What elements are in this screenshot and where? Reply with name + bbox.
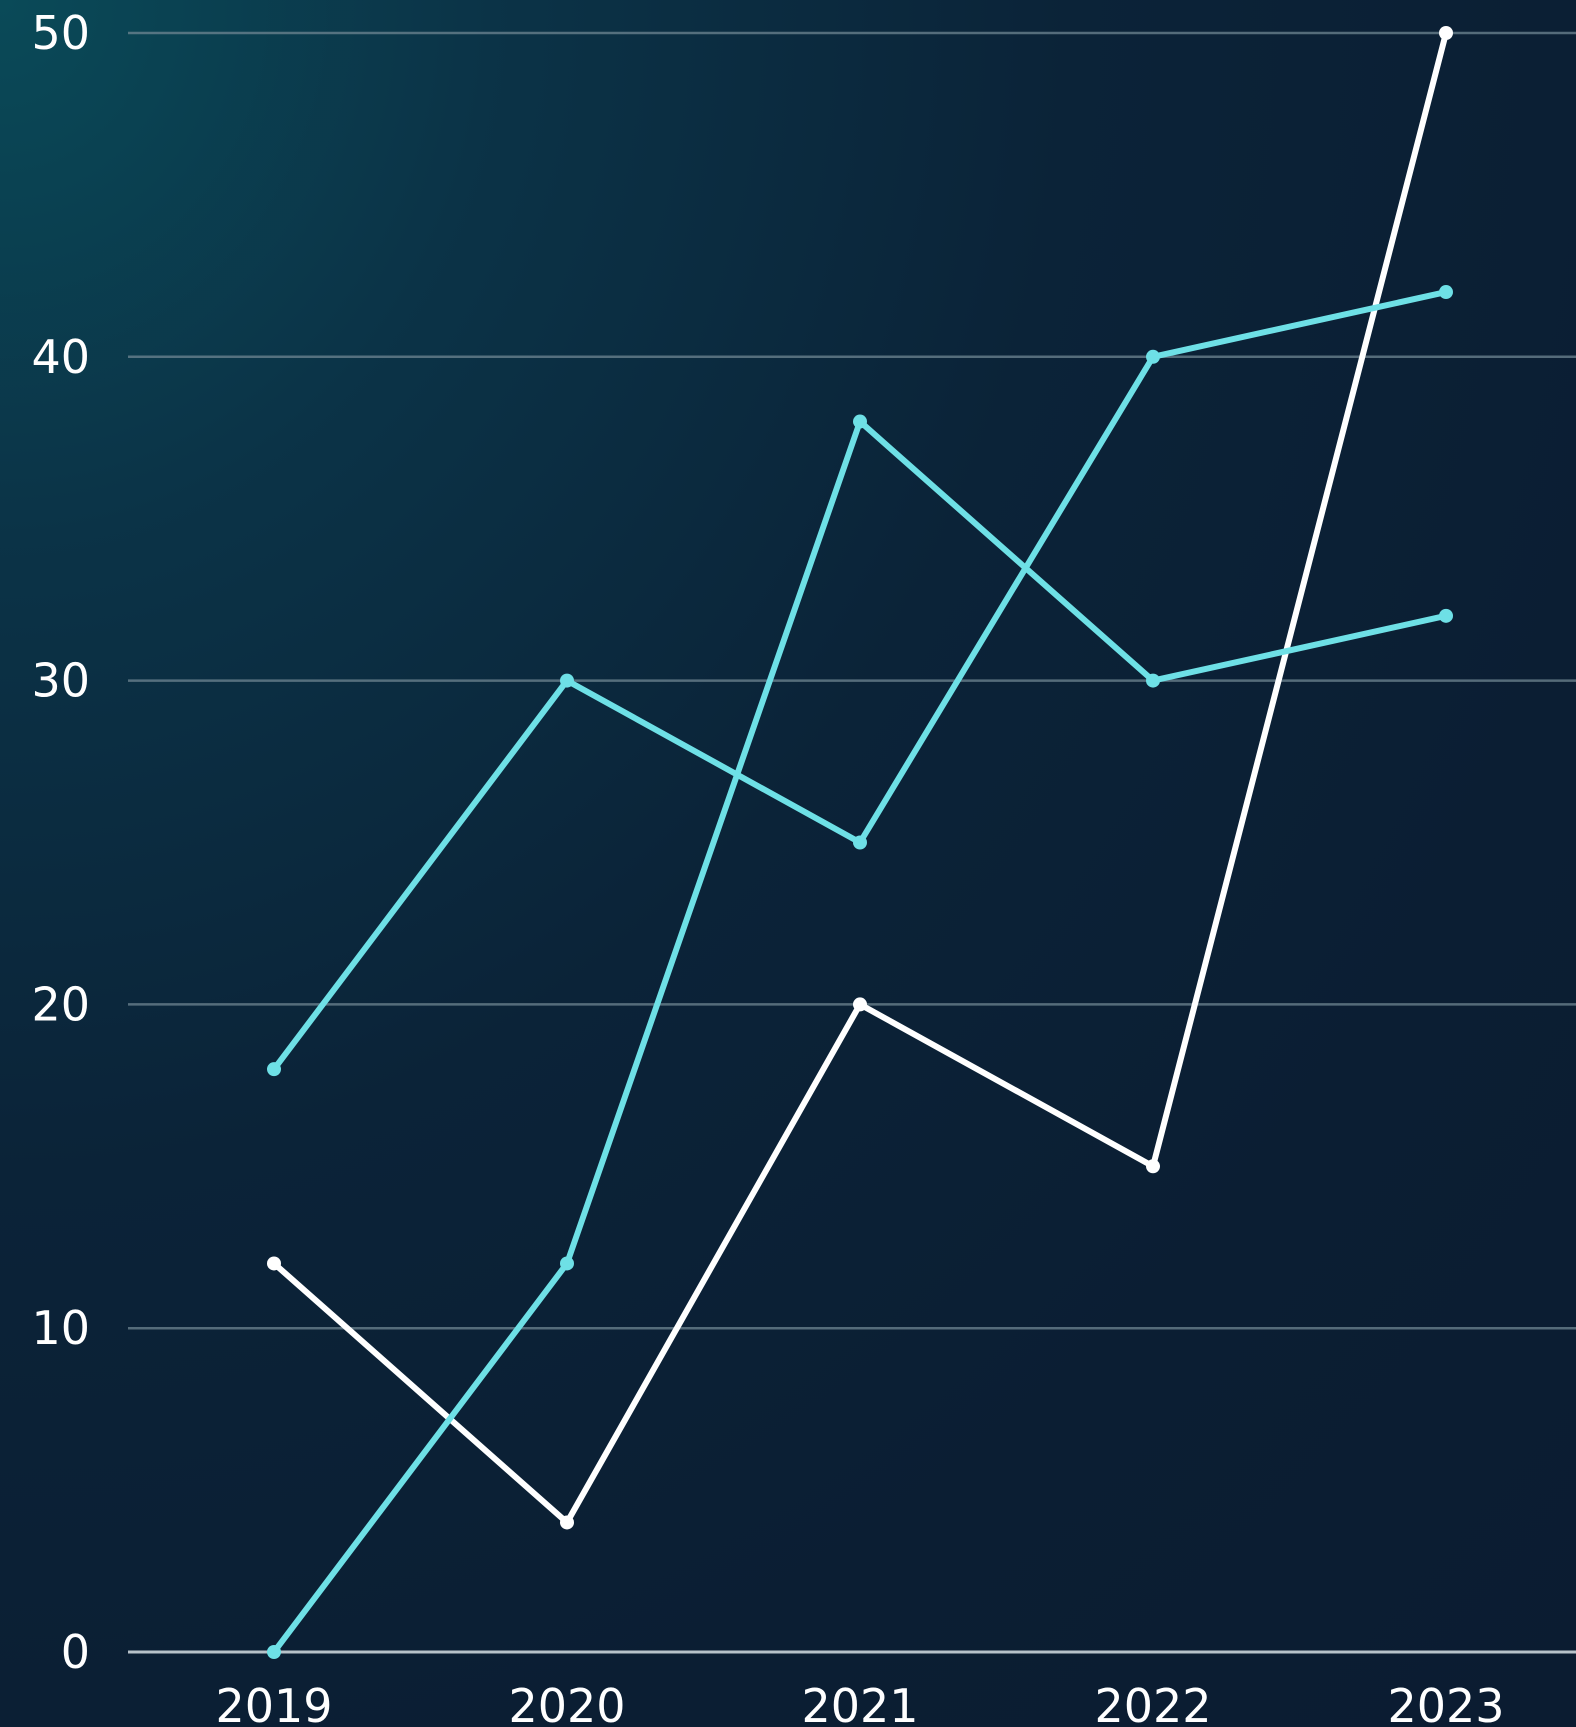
- x-tick-label: 2022: [1094, 1679, 1211, 1727]
- series-line-1: [271, 30, 1449, 1526]
- data-point: [1439, 285, 1453, 300]
- x-axis-tick-labels: 2019 2020 2021 2022 2023: [215, 1679, 1504, 1727]
- data-point: [853, 835, 867, 850]
- x-tick-label: 2019: [215, 1679, 332, 1727]
- data-point: [1146, 673, 1160, 688]
- y-tick-label: 50: [31, 6, 90, 60]
- y-tick-label: 10: [31, 1301, 90, 1355]
- x-tick-label: 2020: [508, 1679, 625, 1727]
- x-tick-label: 2023: [1387, 1679, 1504, 1727]
- grid-lines: [128, 31, 1576, 1654]
- data-point: [267, 1062, 281, 1077]
- y-tick-label: 40: [31, 330, 90, 384]
- data-point: [853, 997, 867, 1012]
- data-point: [1439, 608, 1453, 623]
- y-tick-label: 30: [31, 654, 90, 708]
- data-point: [1146, 1159, 1160, 1174]
- data-point: [853, 414, 867, 429]
- data-point: [267, 1256, 281, 1271]
- data-point: [1439, 26, 1453, 40]
- data-point: [560, 1515, 574, 1530]
- data-point: [267, 1645, 281, 1659]
- x-tick-label: 2021: [801, 1679, 918, 1727]
- data-point: [560, 673, 574, 688]
- y-tick-label: 20: [31, 977, 90, 1031]
- series-line-3: [271, 418, 1449, 1655]
- y-axis-tick-labels: 0 10 20 30 40 50: [31, 6, 90, 1679]
- data-point: [560, 1256, 574, 1271]
- data-points: [267, 26, 1453, 1659]
- data-point: [1146, 349, 1160, 364]
- y-tick-label: 0: [61, 1625, 90, 1679]
